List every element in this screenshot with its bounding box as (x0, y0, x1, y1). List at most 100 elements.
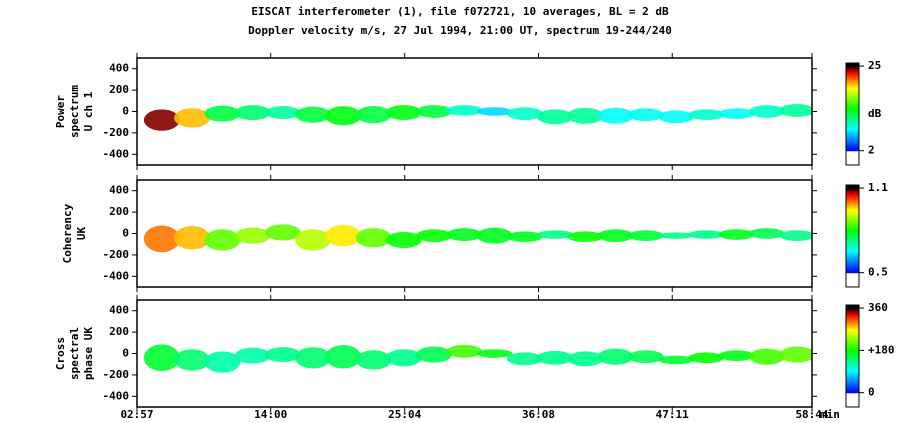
echo-cell (718, 350, 755, 361)
echo-cell (567, 107, 604, 124)
echo-cell (688, 109, 725, 121)
colorbar-tick-label: 0 (868, 386, 875, 399)
title-line: Doppler velocity m/s, 27 Jul 1994, 21:00… (248, 24, 672, 37)
echo-cell (476, 349, 513, 358)
y-axis-label: U ch 1 (82, 91, 95, 131)
colorbar-tick-label: 0.5 (868, 266, 888, 279)
echo-cell (688, 230, 725, 239)
echo-cell (264, 347, 301, 363)
echo-cell (325, 224, 362, 247)
echo-cell (204, 105, 241, 122)
echo-cell (143, 344, 180, 372)
colorbar-tick-label: 2 (868, 144, 875, 157)
echo-cell (779, 346, 812, 363)
y-axis-label: phase UK (82, 327, 95, 380)
echo-cell (506, 231, 543, 243)
y-tick-label: -400 (103, 389, 130, 402)
echo-cell (385, 349, 422, 367)
y-tick-label: 0 (122, 105, 129, 118)
y-axis-label: UK (75, 227, 88, 241)
echo-cell (597, 229, 634, 243)
plot-area (143, 344, 812, 373)
echo-cell (325, 344, 362, 369)
y-tick-label: 400 (109, 184, 129, 197)
echo-cell (627, 230, 664, 241)
echo-cell (506, 107, 543, 121)
echo-cell (658, 355, 695, 365)
echo-cell (174, 226, 211, 250)
echo-cell (174, 108, 211, 128)
echo-cell (234, 227, 271, 244)
colorbar-tick-label: +180 (868, 343, 895, 356)
title-line: EISCAT interferometer (1), file f072721,… (251, 5, 669, 18)
y-tick-label: -200 (103, 248, 130, 261)
echo-cell (537, 350, 574, 365)
colorbar-label: dB (868, 107, 882, 120)
echo-cell (204, 229, 241, 251)
echo-cell (264, 224, 301, 241)
echo-cell (718, 108, 755, 119)
echo-cell (658, 232, 695, 239)
echo-cell (658, 110, 695, 124)
colorbar (845, 62, 860, 166)
x-tick-label: 14:00 (254, 408, 287, 421)
echo-cell (416, 229, 453, 243)
y-tick-label: -400 (103, 269, 130, 282)
x-axis-label: min (820, 408, 840, 421)
echo-cell (597, 348, 634, 365)
colorbar-tick-label: 25 (868, 59, 881, 72)
colorbar (845, 304, 860, 408)
y-tick-label: 200 (109, 83, 129, 96)
x-tick-label: 47:11 (656, 408, 689, 421)
echo-cell (416, 346, 453, 363)
y-axis-label: Coherency (61, 203, 74, 263)
echo-cell (748, 105, 785, 118)
echo-cell (385, 231, 422, 248)
echo-cell (234, 105, 271, 121)
plot-area (143, 224, 812, 253)
colorbar (845, 184, 860, 288)
echo-cell (506, 352, 543, 366)
y-axis-label: Cross (54, 337, 67, 370)
y-tick-label: 200 (109, 325, 129, 338)
echo-cell (627, 108, 664, 122)
echo-cell (264, 106, 301, 119)
echo-cell (718, 229, 755, 240)
y-axis-label: Power (54, 95, 67, 128)
echo-cell (476, 227, 513, 244)
echo-cell (567, 351, 604, 367)
echo-cell (627, 350, 664, 364)
echo-cell (748, 228, 785, 239)
echo-cell (204, 351, 241, 373)
echo-cell (537, 109, 574, 125)
y-tick-label: -400 (103, 147, 130, 160)
y-tick-label: -200 (103, 368, 130, 381)
y-tick-label: 400 (109, 62, 129, 75)
echo-cell (416, 105, 453, 118)
echo-cell (446, 344, 483, 358)
echo-cell (688, 352, 725, 364)
y-tick-label: 400 (109, 304, 129, 317)
echo-cell (295, 229, 332, 251)
echo-cell (567, 231, 604, 243)
echo-cell (174, 349, 211, 371)
y-tick-label: 0 (122, 227, 129, 240)
echo-cell (748, 348, 785, 365)
echo-cell (779, 104, 812, 117)
y-axis-label: spectrum (68, 85, 81, 138)
echo-cell (295, 106, 332, 123)
echo-cell (446, 105, 483, 116)
echo-cell (295, 347, 332, 369)
x-tick-label: 25:04 (388, 408, 421, 421)
echo-cell (597, 107, 634, 124)
echo-cell (446, 228, 483, 241)
echo-cell (385, 105, 422, 121)
echo-cell (143, 109, 180, 131)
x-tick-label: 36:08 (522, 408, 555, 421)
colorbar-tick-label: 1.1 (868, 181, 888, 194)
echo-cell (355, 228, 392, 248)
x-tick-label: 02:57 (120, 408, 153, 421)
colorbar-tick-label: 360 (868, 301, 888, 314)
echo-cell (355, 106, 392, 124)
